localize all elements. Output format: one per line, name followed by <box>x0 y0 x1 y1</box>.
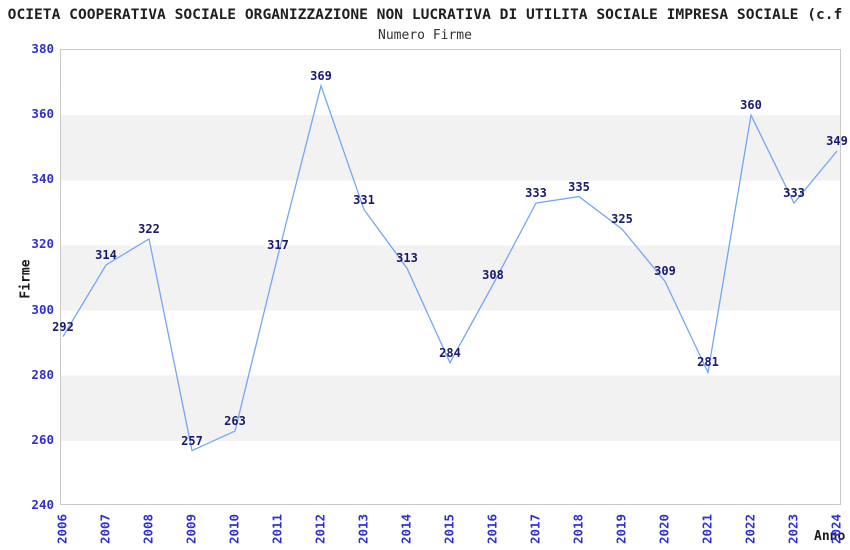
x-tick-label: 2015 <box>441 513 457 545</box>
y-tick-label: 280 <box>31 366 54 382</box>
x-axis-title: Anno <box>814 529 846 544</box>
data-point-label: 333 <box>525 186 547 201</box>
y-tick-label: 260 <box>31 431 54 447</box>
y-axis-title: Firme <box>18 259 34 299</box>
data-point-label: 369 <box>310 68 332 83</box>
data-point-label: 257 <box>181 433 203 448</box>
data-point-label: 314 <box>95 247 117 262</box>
x-tick-label: 2016 <box>484 513 500 545</box>
data-point-label: 331 <box>353 192 375 207</box>
data-point-label: 333 <box>783 186 805 201</box>
chart-title: OCIETA COOPERATIVA SOCIALE ORGANIZZAZION… <box>7 6 843 23</box>
data-point-label: 325 <box>611 212 633 227</box>
x-tick-label: 2020 <box>656 513 672 545</box>
x-tick-label: 2011 <box>269 513 285 545</box>
data-point-label: 263 <box>224 414 246 429</box>
y-tick-label: 300 <box>31 301 54 317</box>
x-tick-label: 2013 <box>355 513 371 545</box>
data-point-label: 292 <box>52 319 74 334</box>
data-point-label: 360 <box>740 98 762 113</box>
x-tick-label: 2008 <box>140 513 156 545</box>
x-tick-label: 2021 <box>699 513 715 545</box>
x-tick-label: 2007 <box>97 513 113 545</box>
y-tick-label: 240 <box>31 497 54 512</box>
data-point-label: 308 <box>482 267 504 282</box>
plot-area: 292 314 322 257 263 317 369 331 313 284 308 333 335 3… <box>52 49 848 505</box>
line-series <box>62 83 838 452</box>
chart-subtitle: Numero Firme <box>378 28 472 43</box>
y-tick-label: 360 <box>31 106 54 122</box>
x-tick-label: 2024 <box>828 513 844 545</box>
y-tick-label: 340 <box>31 171 54 187</box>
x-tick-label: 2009 <box>183 513 199 545</box>
x-tick-label: 2012 <box>312 513 328 545</box>
x-tick-label: 2018 <box>570 513 586 545</box>
x-tick-label: 2022 <box>742 513 758 545</box>
x-tick-label: 2019 <box>613 513 629 545</box>
data-point-label: 309 <box>654 264 676 279</box>
data-point-label: 313 <box>396 251 418 266</box>
x-tick-label: 2017 <box>527 513 543 545</box>
data-point-label: 317 <box>267 238 289 253</box>
line-series-svg <box>62 83 838 452</box>
data-point-label: 281 <box>697 355 719 370</box>
data-point-label: 335 <box>568 179 590 194</box>
data-point-label: 349 <box>826 133 848 148</box>
x-tick-label: 2014 <box>398 513 414 545</box>
y-tick-label: 320 <box>31 236 54 252</box>
data-point-label: 322 <box>138 221 160 236</box>
x-tick-label: 2023 <box>785 513 801 545</box>
x-tick-label: 2006 <box>54 513 70 545</box>
y-tick-label: 380 <box>31 41 54 56</box>
data-point-label: 284 <box>439 345 461 360</box>
x-tick-label: 2010 <box>226 513 242 545</box>
